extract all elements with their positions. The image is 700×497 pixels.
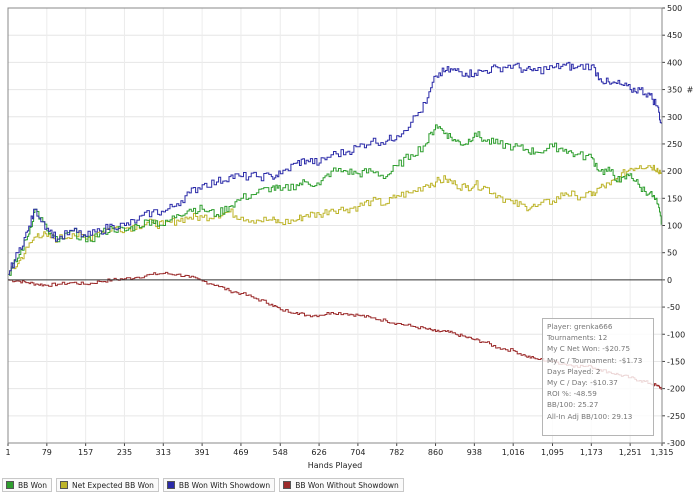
y-tick-label: 150: [667, 194, 682, 203]
y-tick-label: 450: [667, 31, 682, 40]
legend: BB Won Net Expected BB Won BB Won With S…: [2, 478, 462, 494]
stat-net-won: My C Net Won: -$20.75: [547, 344, 631, 354]
y-tick-label: -150: [667, 357, 685, 366]
stats-tooltip: Player: grenka666 Tournaments: 12 My C N…: [542, 318, 654, 436]
stat-player: Player: grenka666: [547, 322, 613, 331]
x-tick-label: 704: [350, 448, 365, 457]
legend-item-net-expected[interactable]: Net Expected BB Won: [56, 478, 159, 492]
legend-item-without-showdown[interactable]: BB Won Without Showdown: [279, 478, 404, 492]
stat-roi: ROI %: -48.59: [547, 389, 597, 399]
x-tick-label: 391: [194, 448, 209, 457]
x-tick-label: 548: [273, 448, 288, 457]
x-tick-label: 1,016: [502, 448, 525, 457]
x-tick-label: 469: [233, 448, 248, 457]
legend-item-bb-won[interactable]: BB Won: [2, 478, 52, 492]
x-tick-label: 313: [156, 448, 171, 457]
x-tick-label: 860: [428, 448, 443, 457]
stat-per-day: My C / Day: -$10.37: [547, 378, 618, 388]
stat-days-played: Days Played: 2: [547, 366, 601, 376]
y-tick-label: 400: [667, 58, 682, 67]
y-tick-label: 250: [667, 140, 682, 149]
legend-swatch: [166, 481, 175, 489]
x-tick-label: 1,095: [541, 448, 564, 457]
x-tick-label: 626: [311, 448, 326, 457]
y-tick-label: 350: [667, 86, 682, 95]
x-tick-label: 235: [117, 448, 132, 457]
series-line: [8, 124, 663, 276]
legend-label: BB Won Without Showdown: [295, 480, 399, 490]
x-axis-title: Hands Played: [308, 461, 362, 470]
legend-swatch: [60, 481, 68, 489]
y-tick-label: -100: [667, 330, 685, 339]
stat-per-tournament: My C / Tournament: -$1.73: [547, 355, 643, 365]
x-tick-label: 782: [389, 448, 404, 457]
y-tick-label: 50: [667, 249, 677, 258]
x-tick-label: 938: [467, 448, 482, 457]
legend-swatch: [6, 481, 14, 489]
legend-label: BB Won: [18, 480, 47, 490]
axes: 500450400350300250200150100500-50-100-15…: [5, 4, 693, 470]
y-tick-label: 500: [667, 4, 682, 13]
y-tick-label: 0: [667, 276, 672, 285]
stat-allin-bb100: All-In Adj BB/100: 29.13: [547, 411, 633, 421]
x-tick-label: 1,251: [619, 448, 642, 457]
x-tick-label: 79: [42, 448, 52, 457]
legend-label: BB Won With Showdown: [178, 480, 271, 490]
y-tick-label: -300: [667, 439, 685, 448]
stat-bb100: BB/100: 25.27: [547, 400, 599, 410]
x-tick-label: 1,315: [651, 448, 674, 457]
series-line: [8, 164, 663, 275]
legend-item-with-showdown[interactable]: BB Won With Showdown: [162, 478, 276, 492]
y-tick-label: -200: [667, 385, 685, 394]
legend-label: Net Expected BB Won: [72, 480, 154, 490]
y-axis-title: #: [687, 86, 694, 95]
plot-frame: [7, 7, 663, 444]
y-tick-label: 200: [667, 167, 682, 176]
x-tick-label: 1,173: [580, 448, 603, 457]
series-line: [8, 61, 663, 275]
legend-swatch: [283, 481, 292, 489]
x-tick-label: 157: [78, 448, 93, 457]
y-tick-label: 300: [667, 113, 682, 122]
y-tick-label: -250: [667, 412, 685, 421]
y-tick-label: 100: [667, 222, 682, 231]
y-tick-label: -50: [667, 303, 680, 312]
x-tick-label: 1: [5, 448, 10, 457]
stat-tournaments: Tournaments: 12: [547, 333, 608, 343]
